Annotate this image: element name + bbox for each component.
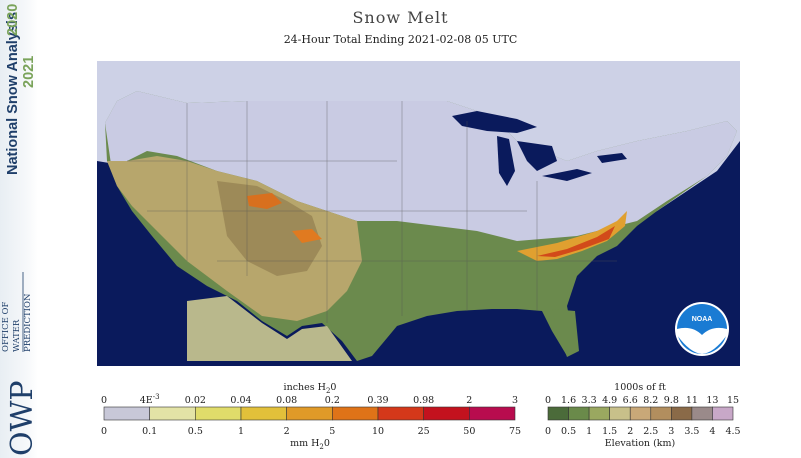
elev-top-label: 0 (545, 395, 551, 406)
swe-swatch (103, 406, 150, 421)
florida (552, 309, 579, 357)
swe-swatch (469, 406, 516, 421)
swe-top-label: 0.2 (325, 395, 340, 406)
office-line-1: OFFICE OF (1, 301, 11, 352)
swe-bottom-label: 50 (463, 426, 475, 437)
elev-bottom-label: 3.5 (684, 426, 699, 437)
swe-swatch (286, 406, 333, 421)
sidebar-graphics: National Snow Analysis 2020 2021 OFFICE … (1, 4, 38, 456)
swe-bottom-label: 0.5 (188, 426, 203, 437)
elev-bottom-unit: Elevation (km) (605, 438, 676, 449)
melt-band-southeast-core (537, 226, 615, 257)
elev-top-label: 6.6 (623, 395, 638, 406)
swe-top-label: 0.39 (367, 395, 388, 406)
year-2020: 2020 (5, 4, 21, 36)
elev-top-label: 11 (686, 395, 698, 406)
swe-swatch (377, 406, 424, 421)
map-subtitle: 24-Hour Total Ending 2021-02-08 05 UTC (283, 33, 518, 46)
elev-swatch (588, 406, 610, 421)
swe-bottom-unit: mm H20 (290, 438, 330, 451)
elev-bottom-label: 3 (668, 426, 674, 437)
elev-top-label: 3.3 (582, 395, 597, 406)
swe-bottom-label: 10 (372, 426, 384, 437)
office-line-2: WATER (12, 319, 22, 352)
swe-top-unit: inches H20 (284, 382, 337, 395)
noaa-logo-text: NOAA (692, 316, 713, 323)
elev-top-label: 4.9 (602, 395, 617, 406)
program-name: National Snow Analysis (5, 12, 21, 175)
swe-bottom-label: 0.1 (142, 426, 157, 437)
swe-swatch (195, 406, 242, 421)
swe-bottom-label: 0 (101, 426, 107, 437)
swe-top-label: 3 (512, 395, 518, 406)
melt-colorado (292, 229, 322, 243)
swe-swatch (332, 406, 379, 421)
swe-top-label: 2 (466, 395, 472, 406)
swe-bottom-label: 75 (509, 426, 521, 437)
elev-bottom-label: 4.5 (725, 426, 740, 437)
elev-swatch (671, 406, 693, 421)
swe-top-label: 0.08 (276, 395, 297, 406)
swe-top-label: 4E-3 (140, 393, 160, 406)
elev-bottom-label: 0 (545, 426, 551, 437)
year-2021: 2021 (21, 56, 37, 88)
swe-legend: inches H20 0 4E-3 0.02 0.04 0.08 0.2 0.39 0.98 2… (101, 382, 521, 451)
mexico-land (187, 296, 352, 361)
swe-bottom-label: 5 (329, 426, 335, 437)
elev-swatch (650, 406, 672, 421)
elev-swatch (712, 406, 734, 421)
elev-top-label: 15 (727, 395, 739, 406)
swe-top-label: 0 (101, 395, 107, 406)
elev-bottom-label: 4 (709, 426, 715, 437)
swe-bottom-label: 1 (238, 426, 244, 437)
elev-swatch (629, 406, 652, 421)
swe-bottom-label: 25 (418, 426, 430, 437)
great-lakes (452, 111, 627, 186)
swe-bottom-label: 2 (284, 426, 290, 437)
elev-bottom-label: 1.5 (602, 426, 617, 437)
elev-swatch (547, 406, 569, 421)
elev-bottom-label: 2 (627, 426, 633, 437)
noaa-logo: NOAA (675, 302, 729, 356)
elev-top-unit: 1000s of ft (614, 382, 666, 393)
elev-top-label: 13 (706, 395, 718, 406)
elev-bottom-label: 0.5 (561, 426, 576, 437)
office-line-3: PREDICTION (23, 293, 33, 352)
baja (197, 301, 237, 361)
sidebar-branding: National Snow Analysis 2020 2021 OFFICE … (0, 0, 38, 458)
swe-swatch (149, 406, 196, 421)
owp-acronym: OWP (5, 380, 38, 456)
state-boundaries (127, 101, 617, 323)
map-canvas: NOAA (97, 61, 740, 366)
swe-top-label: 0.04 (230, 395, 251, 406)
elev-swatch (609, 406, 631, 421)
map-title: Snow Melt (352, 8, 449, 27)
swe-swatch (423, 406, 470, 421)
elev-top-label: 9.8 (664, 395, 679, 406)
snow-cover-north (105, 91, 737, 241)
elev-bottom-label: 2.5 (643, 426, 658, 437)
swe-swatch (240, 406, 287, 421)
snow-melt-map: NOAA (97, 61, 740, 366)
rocky-highlands (217, 181, 322, 276)
swe-top-label: 0.98 (413, 395, 434, 406)
elev-swatch (568, 406, 590, 421)
elev-swatch (691, 406, 713, 421)
swe-top-label: 0.02 (185, 395, 206, 406)
elev-bottom-label: 1 (586, 426, 592, 437)
melt-west-patch (247, 193, 282, 209)
elev-top-label: 8.2 (643, 395, 658, 406)
elev-top-label: 1.6 (561, 395, 576, 406)
melt-band-southeast (517, 211, 627, 261)
